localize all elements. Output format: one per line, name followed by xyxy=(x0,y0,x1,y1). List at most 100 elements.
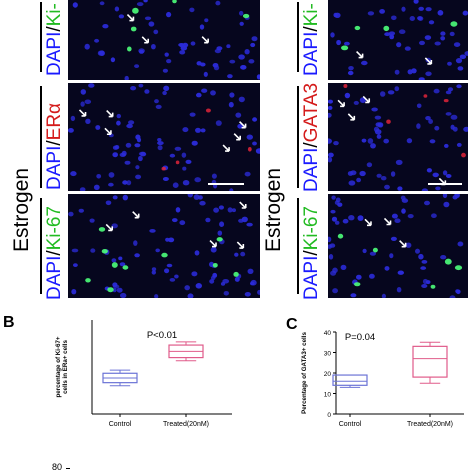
nucleus xyxy=(216,46,223,51)
nucleus xyxy=(244,292,251,297)
nucleus xyxy=(341,45,349,51)
nucleus xyxy=(239,10,244,16)
nucleus xyxy=(179,220,186,226)
nucleus xyxy=(447,61,452,66)
nucleus xyxy=(229,59,236,64)
nucleus xyxy=(435,186,441,191)
nucleus xyxy=(233,271,239,277)
nucleus xyxy=(444,258,452,265)
nucleus xyxy=(174,146,182,151)
nucleus xyxy=(182,180,190,186)
nucleus xyxy=(157,138,162,142)
nucleus xyxy=(179,50,186,55)
nucleus xyxy=(428,20,435,25)
arrow-marker xyxy=(105,223,114,232)
nucleus xyxy=(68,211,74,217)
nucleus xyxy=(185,159,192,164)
nucleus xyxy=(122,180,128,185)
nucleus xyxy=(401,6,406,12)
x-tick-label: Control xyxy=(109,421,132,428)
nucleus xyxy=(95,125,101,130)
dapi-text: DAPI xyxy=(44,145,65,190)
nucleus xyxy=(72,2,78,8)
nucleus xyxy=(389,34,395,40)
era-text: ERα xyxy=(44,102,65,141)
nucleus xyxy=(191,271,198,277)
y-axis-label: percentage of Ki-67+ xyxy=(55,336,62,397)
nucleus xyxy=(155,104,162,109)
nucleus xyxy=(337,233,344,239)
nucleus xyxy=(112,195,118,200)
nucleus xyxy=(175,207,181,213)
nucleus xyxy=(161,166,166,171)
nucleus xyxy=(437,10,444,16)
nucleus xyxy=(125,142,132,148)
micro-right-gata3 xyxy=(328,83,468,191)
nucleus xyxy=(344,92,351,99)
nucleus xyxy=(162,90,167,96)
nucleus xyxy=(213,65,220,71)
nucleus xyxy=(361,138,367,143)
nucleus xyxy=(218,205,224,210)
nucleus xyxy=(453,42,461,47)
nucleus xyxy=(211,173,217,179)
nucleus xyxy=(328,105,333,110)
nucleus xyxy=(376,173,382,178)
nucleus xyxy=(366,162,373,168)
nucleus xyxy=(162,68,168,73)
nucleus xyxy=(200,62,206,67)
nucleus xyxy=(333,141,339,146)
nucleus xyxy=(157,141,164,146)
nucleus xyxy=(372,247,378,253)
nucleus xyxy=(102,24,109,29)
nucleus xyxy=(205,217,211,223)
nucleus xyxy=(454,194,460,198)
ki67-text: Ki-67 xyxy=(44,206,65,251)
micro-right-ki67 xyxy=(328,194,468,298)
nucleus xyxy=(193,194,200,200)
nucleus xyxy=(144,16,152,21)
arrow-marker xyxy=(239,121,247,129)
nucleus xyxy=(174,274,179,279)
arrow-marker xyxy=(399,240,407,248)
nucleus xyxy=(390,171,396,177)
label-right-ki67: DAPI/Ki-67 xyxy=(301,206,322,300)
nucleus xyxy=(118,14,125,19)
nucleus xyxy=(413,0,419,4)
nucleus xyxy=(108,182,114,187)
nucleus xyxy=(329,243,336,248)
nucleus xyxy=(182,166,187,171)
nucleus xyxy=(456,289,461,295)
nucleus xyxy=(434,125,440,131)
label-left-top: DAPI/Ki- xyxy=(44,3,65,76)
nucleus xyxy=(88,83,95,88)
nucleus xyxy=(247,268,254,274)
nucleus xyxy=(70,115,76,121)
nucleus xyxy=(397,186,403,191)
nucleus xyxy=(210,275,216,281)
arrow-marker xyxy=(222,144,230,152)
divider-right-gata3 xyxy=(297,86,299,188)
nucleus xyxy=(134,143,141,148)
arrow-marker xyxy=(236,241,245,249)
nucleus xyxy=(425,71,432,77)
nucleus xyxy=(209,279,215,284)
nucleus xyxy=(85,118,91,124)
nucleus xyxy=(71,289,77,295)
nucleus xyxy=(433,88,440,94)
nucleus xyxy=(189,7,195,13)
nucleus xyxy=(122,194,128,201)
micro-right-top xyxy=(328,0,468,80)
nucleus xyxy=(187,194,193,198)
nucleus xyxy=(454,265,463,271)
nucleus xyxy=(440,36,446,41)
p-value-annotation: P=0.04 xyxy=(345,332,375,343)
nucleus xyxy=(384,266,390,271)
nucleus xyxy=(443,99,449,103)
nucleus xyxy=(163,85,170,91)
nucleus xyxy=(107,287,114,293)
nucleus xyxy=(407,69,413,75)
nucleus xyxy=(424,200,430,206)
box-treated xyxy=(412,345,448,378)
arrow-marker xyxy=(132,211,140,219)
